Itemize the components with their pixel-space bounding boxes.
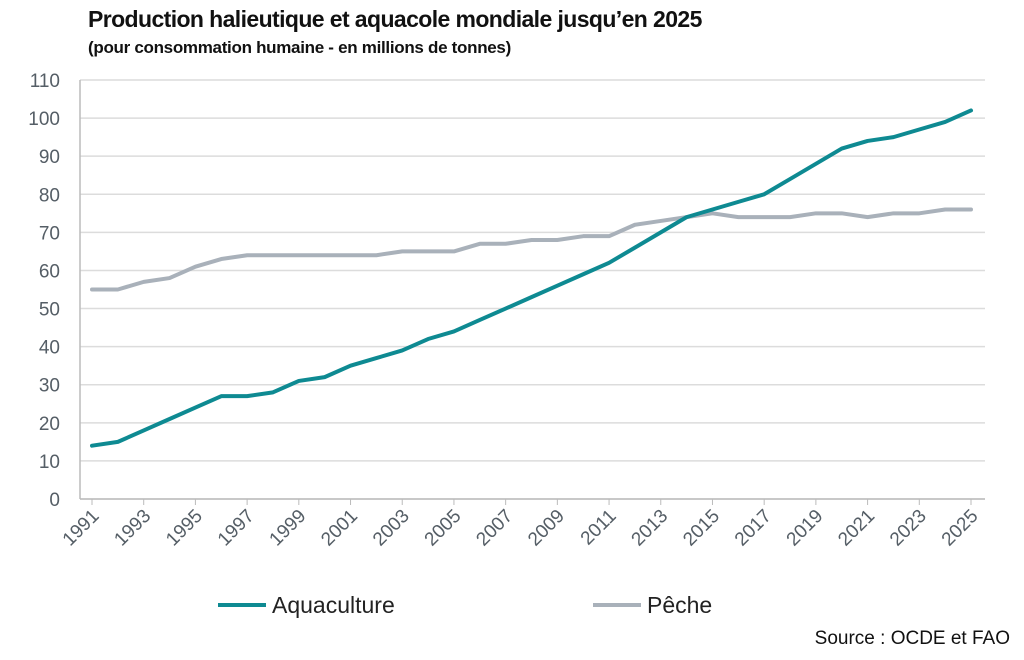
chart-title: Production halieutique et aquacole mondi… [88, 6, 702, 32]
y-tick-label: 60 [39, 261, 60, 282]
y-tick-label: 40 [39, 338, 60, 359]
x-tick-label: 2013 [628, 506, 673, 551]
y-tick-label: 110 [30, 71, 60, 92]
x-tick-label: 2025 [938, 506, 983, 551]
series-line-aquaculture [90, 108, 973, 448]
y-tick-label: 30 [39, 376, 60, 397]
legend-label: Aquaculture [272, 592, 395, 618]
y-tick-label: 70 [39, 223, 60, 244]
y-tick-label: 20 [39, 414, 60, 435]
x-tick-label: 1993 [110, 506, 155, 551]
x-tick-label: 2009 [524, 506, 569, 551]
x-tick-label: 1995 [162, 506, 207, 551]
x-tick-label: 2021 [834, 506, 879, 551]
x-tick-label: 2001 [317, 506, 362, 551]
x-tick-label: 2019 [783, 506, 828, 551]
chart-subtitle: (pour consommation humaine - en millions… [88, 38, 511, 57]
y-tick-label: 90 [39, 147, 60, 168]
x-tick-label: 2005 [421, 506, 466, 551]
x-tick-label: 2015 [679, 506, 724, 551]
source-note: Source : OCDE et FAO [814, 628, 1010, 649]
x-tick-label: 2017 [731, 506, 776, 551]
y-tick-label: 0 [49, 490, 60, 511]
x-tick-label: 1999 [266, 506, 311, 551]
x-tick-label: 1991 [59, 506, 104, 551]
x-tick-label: 1997 [214, 506, 259, 551]
x-tick-label: 2007 [472, 506, 517, 551]
y-tick-label: 80 [39, 185, 60, 206]
y-tick-label: 100 [28, 109, 60, 130]
y-tick-label: 50 [39, 300, 60, 321]
series-line-pêche [90, 207, 973, 292]
y-tick-label: 10 [39, 452, 60, 473]
x-tick-label: 2003 [369, 506, 414, 551]
legend-label: Pêche [647, 592, 712, 618]
x-tick-label: 2011 [577, 506, 621, 550]
x-tick-label: 2023 [886, 506, 931, 551]
